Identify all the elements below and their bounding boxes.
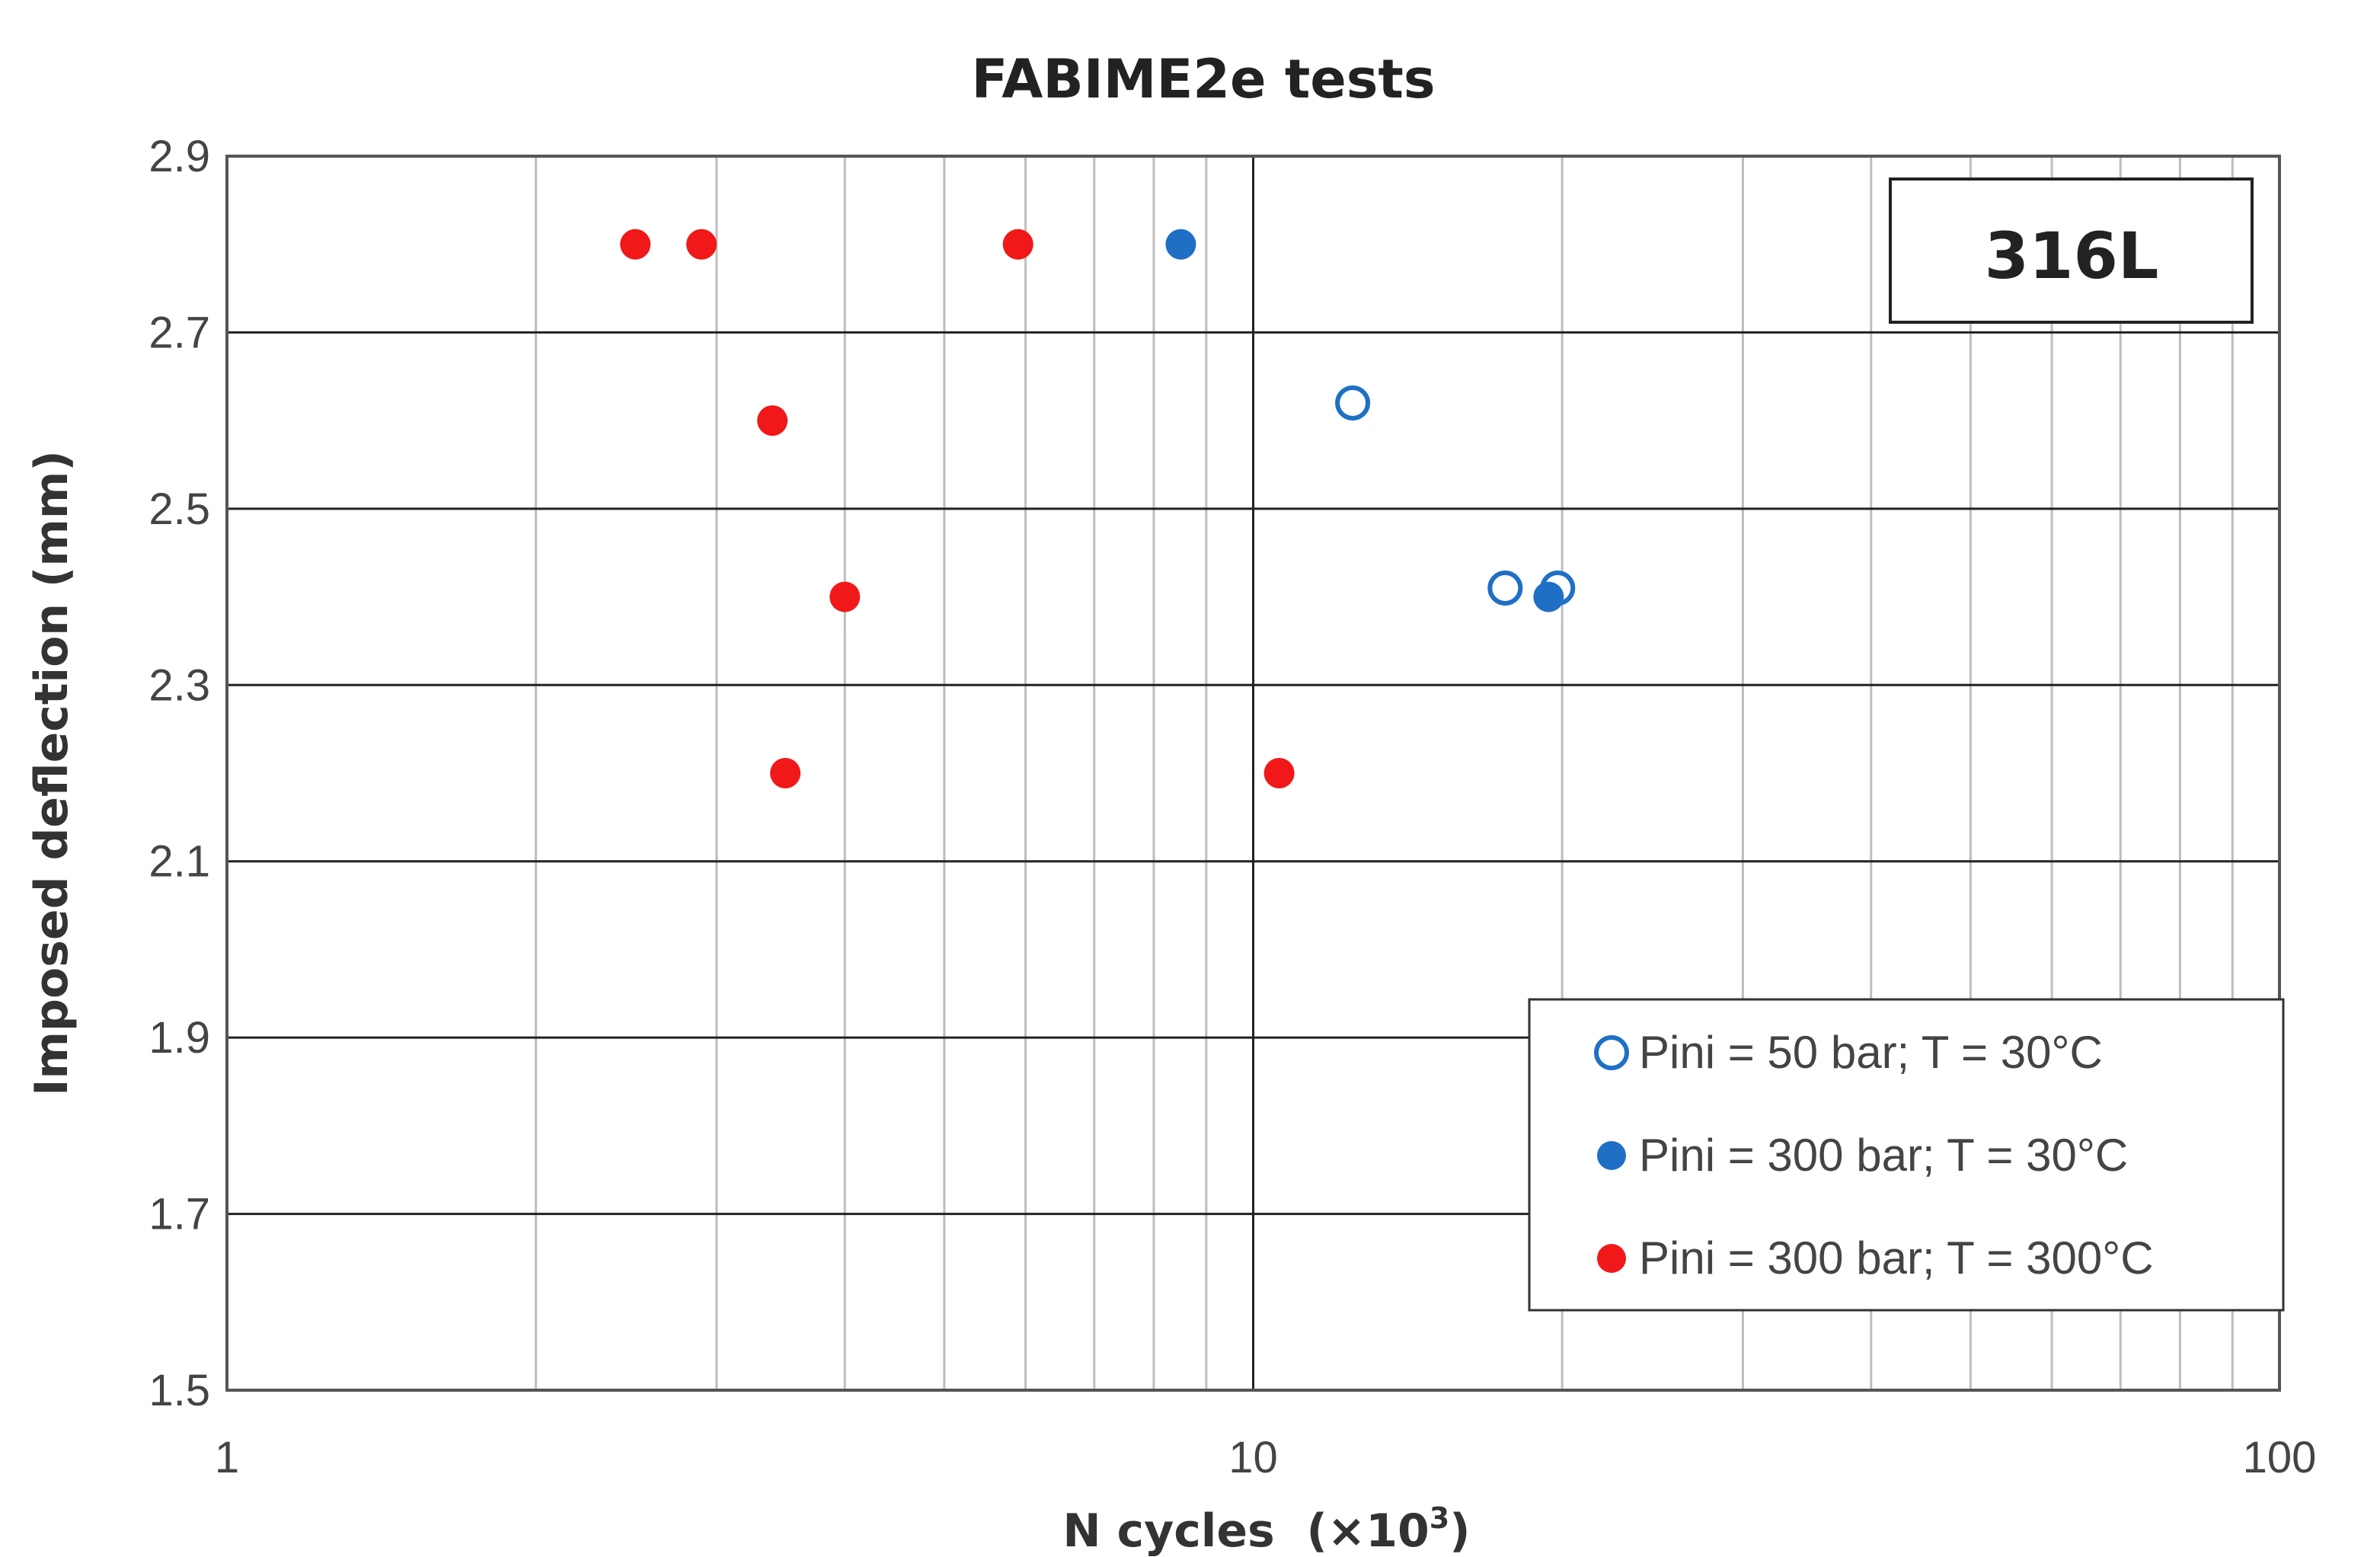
y-tick-label: 2.5 (149, 484, 210, 534)
legend-marker (1594, 1035, 1629, 1070)
data-point (1533, 581, 1564, 612)
legend: Pini = 50 bar; T = 30°C Pini = 300 bar; T… (1528, 998, 2285, 1312)
data-point (770, 758, 801, 788)
legend-item: Pini = 300 bar; T = 300°C (1597, 1232, 2154, 1284)
y-tick-label: 1.7 (149, 1190, 210, 1239)
data-point (1335, 385, 1371, 420)
legend-item: Pini = 50 bar; T = 30°C (1594, 1027, 2103, 1078)
data-point (829, 581, 861, 612)
legend-marker (1597, 1244, 1626, 1273)
legend-item: Pini = 300 bar; T = 30°C (1597, 1130, 2128, 1181)
x-tick-labels: 1 10 100 (215, 1433, 2317, 1482)
data-point (1487, 571, 1523, 606)
data-point (620, 229, 651, 260)
x-axis-title-superscript: 3 (1430, 1501, 1449, 1535)
legend-label: Pini = 300 bar; T = 30°C (1639, 1130, 2128, 1181)
x-axis-title-main: N cycles (×10 (1062, 1504, 1429, 1557)
material-tag: 316L (1889, 177, 2254, 324)
y-tick-labels: 1.5 1.7 1.9 2.1 2.3 2.5 2.7 2.9 (149, 132, 210, 1415)
x-axis-title-suffix: ) (1449, 1504, 1470, 1557)
plot-frame (225, 155, 2281, 1392)
series-2 (1165, 229, 1564, 612)
y-tick-label: 2.3 (149, 660, 210, 710)
y-tick-label: 1.9 (149, 1013, 210, 1063)
legend-marker (1597, 1141, 1626, 1170)
legend-box (1528, 998, 2285, 1312)
data-point (1002, 229, 1033, 260)
material-tag-label: 316L (1985, 219, 2159, 293)
data-point (686, 229, 717, 260)
x-axis-title: N cycles (×103) (1062, 1501, 1470, 1557)
y-axis-title: Imposed deflection (mm) (25, 450, 78, 1096)
data-point (1263, 758, 1295, 788)
chart-title: FABIME2e tests (971, 48, 1435, 110)
y-tick-label: 2.1 (149, 837, 210, 887)
data-point (757, 405, 788, 436)
legend-label: Pini = 50 bar; T = 30°C (1639, 1027, 2103, 1078)
y-tick-label: 2.7 (149, 308, 210, 357)
data-points (620, 229, 1576, 788)
y-tick-label: 2.9 (149, 132, 210, 181)
x-tick-label: 1 (215, 1433, 239, 1482)
material-tag-box (1889, 177, 2254, 324)
x-tick-label: 10 (1228, 1433, 1278, 1482)
series-3 (620, 229, 1295, 788)
legend-label: Pini = 300 bar; T = 300°C (1639, 1232, 2154, 1284)
x-tick-label: 100 (2243, 1433, 2317, 1482)
data-point (1165, 229, 1196, 260)
y-tick-label: 1.5 (149, 1366, 210, 1415)
